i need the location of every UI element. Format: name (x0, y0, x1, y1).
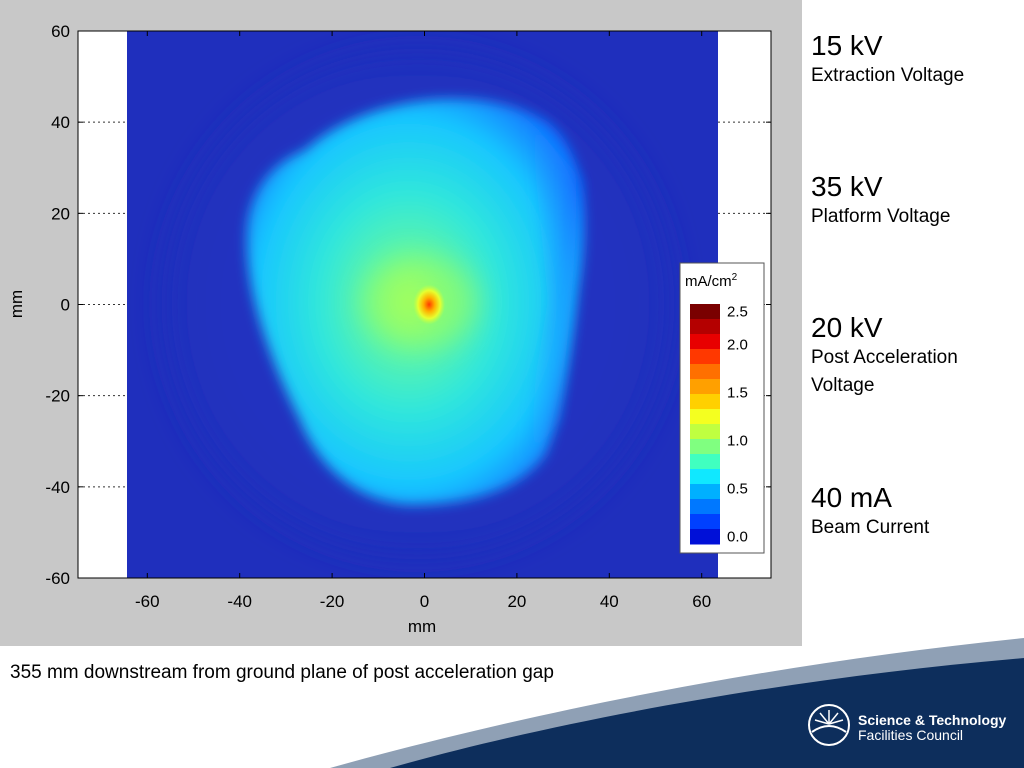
x-tick-label: -20 (320, 592, 345, 611)
colorbar-swatch (690, 499, 720, 515)
stfc-logo-icon (808, 704, 850, 746)
beam-right-edge (520, 120, 582, 470)
logo-line-2: Facilities Council (858, 727, 964, 743)
beam-core (413, 284, 446, 325)
x-tick-label: -40 (227, 592, 252, 611)
y-tick-label: 20 (51, 204, 70, 223)
colorbar-swatch (690, 514, 720, 530)
y-tick-label: 60 (51, 22, 70, 41)
footer-wave-dark (390, 658, 1024, 768)
colorbar-swatch (690, 364, 720, 380)
colorbar: mA/cm2 2.5 2.0 1.5 1.0 0.5 0.0 (679, 262, 765, 554)
y-tick-label: 40 (51, 113, 70, 132)
colorbar-tick-label: 0.0 (727, 529, 748, 546)
param-value: 40 mA (811, 482, 892, 513)
y-axis-ticks: 60 40 20 0 -20 -40 -60 (45, 22, 771, 588)
colorbar-swatch (690, 379, 720, 395)
y-tick-label: -40 (45, 478, 70, 497)
x-axis-ticks: -60 -40 -20 0 20 40 60 (135, 31, 711, 611)
x-tick-label: 60 (692, 592, 711, 611)
x-tick-label: 0 (420, 592, 429, 611)
colorbar-swatch (690, 454, 720, 470)
x-tick-label: -60 (135, 592, 160, 611)
figure-panel: -60 -40 -20 0 20 40 60 60 40 20 0 -20 -40 -60 mm mm … (0, 0, 802, 646)
colorbar-tick-label: 1.0 (727, 433, 748, 450)
colorbar-swatch (690, 469, 720, 485)
x-tick-label: 20 (507, 592, 526, 611)
colorbar-swatch (690, 439, 720, 455)
param-value: 15 kV (811, 30, 883, 61)
y-axis-label: mm (7, 290, 26, 318)
colorbar-swatch (690, 484, 720, 500)
heatmap-image (127, 31, 718, 578)
colorbar-title: mA/cm2 (685, 272, 738, 290)
y-tick-label: -60 (45, 569, 70, 588)
figure-caption: 355 mm downstream from ground plane of p… (10, 662, 554, 683)
x-tick-label: 40 (600, 592, 619, 611)
colorbar-swatch (690, 334, 720, 350)
param-post-acceleration-voltage: 20 kV Post Acceleration Voltage (811, 312, 1016, 400)
param-desc: Post Acceleration Voltage (811, 347, 958, 396)
param-desc: Platform Voltage (811, 206, 951, 227)
colorbar-tick-label: 2.5 (727, 304, 748, 321)
colorbar-swatch (690, 394, 720, 410)
colorbar-tick-label: 1.5 (727, 385, 748, 402)
colorbar-swatch (690, 304, 720, 320)
footer-swoosh (330, 638, 1024, 768)
colorbar-tick-label: 0.5 (727, 481, 748, 498)
colorbar-swatches (690, 304, 720, 545)
stfc-logo-text: Science & Technology Facilities Council (858, 713, 1006, 743)
param-beam-current: 40 mA Beam Current (811, 482, 1016, 542)
y-tick-label: -20 (45, 387, 70, 406)
param-value: 20 kV (811, 312, 883, 343)
x-axis-label: mm (408, 617, 436, 636)
param-value: 35 kV (811, 171, 883, 202)
logo-line-1: Science & Technology (858, 712, 1007, 728)
param-platform-voltage: 35 kV Platform Voltage (811, 171, 1016, 231)
colorbar-tick-label: 2.0 (727, 337, 748, 354)
param-desc: Beam Current (811, 517, 930, 538)
colorbar-swatch (690, 424, 720, 440)
colorbar-swatch (690, 349, 720, 365)
y-tick-label: 0 (61, 296, 70, 315)
param-extraction-voltage: 15 kV Extraction Voltage (811, 30, 1016, 90)
colorbar-swatch (690, 409, 720, 425)
stfc-logo: Science & Technology Facilities Council (806, 700, 1016, 750)
param-desc: Extraction Voltage (811, 65, 965, 86)
colorbar-tick-labels: 2.5 2.0 1.5 1.0 0.5 0.0 (727, 304, 748, 546)
colorbar-swatch (690, 529, 720, 545)
colorbar-swatch (690, 319, 720, 335)
